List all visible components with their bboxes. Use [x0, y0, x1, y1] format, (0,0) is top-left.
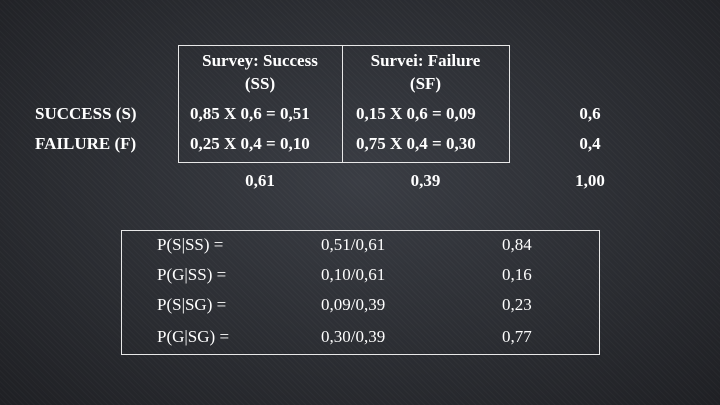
- cell-success-sf: 0,15 X 0,6 = 0,09: [356, 104, 476, 123]
- total-sf: 0,39: [410, 171, 441, 190]
- posterior-formula-2: 0,10/0,61: [321, 265, 386, 284]
- top-table-border-bottom: [178, 162, 510, 163]
- header-sf-line1: Survei: Failure: [370, 51, 481, 70]
- cell-success-ss: 0,85 X 0,6 = 0,51: [190, 104, 310, 123]
- posterior-border-bottom: [121, 354, 600, 355]
- cell-failure-ss: 0,25 X 0,4 = 0,10: [190, 134, 310, 153]
- header-ss-line1: Survey: Success: [202, 51, 318, 70]
- posterior-label-1: P(S|SS) =: [157, 235, 224, 254]
- header-sf-line2: (SF): [409, 74, 442, 93]
- posterior-border-top: [121, 230, 600, 231]
- posterior-result-1: 0,84: [502, 235, 532, 254]
- top-table-border-mid: [342, 45, 343, 162]
- cell-success-total: 0,6: [579, 104, 601, 123]
- posterior-formula-4: 0,30/0,39: [321, 327, 386, 346]
- cell-failure-sf: 0,75 X 0,4 = 0,30: [356, 134, 476, 153]
- posterior-result-2: 0,16: [502, 265, 532, 284]
- row-label-failure: FAILURE (F): [35, 134, 137, 153]
- posterior-label-2: P(G|SS) =: [157, 265, 227, 284]
- top-table-border-top: [178, 45, 510, 46]
- row-label-success: SUCCESS (S): [35, 104, 137, 123]
- header-ss-line2: (SS): [244, 74, 276, 93]
- total-ss: 0,61: [245, 171, 275, 190]
- posterior-label-4: P(G|SG) =: [157, 327, 230, 346]
- posterior-border-left: [121, 230, 122, 355]
- posterior-result-3: 0,23: [502, 295, 532, 314]
- top-table-border-right: [509, 45, 510, 162]
- top-table-border-left: [178, 45, 179, 162]
- posterior-border-right: [599, 230, 600, 355]
- cell-failure-total: 0,4: [579, 134, 601, 153]
- posterior-result-4: 0,77: [502, 327, 532, 346]
- posterior-formula-3: 0,09/0,39: [321, 295, 386, 314]
- posterior-label-3: P(S|SG) =: [157, 295, 227, 314]
- total-grand: 1,00: [575, 171, 605, 190]
- posterior-formula-1: 0,51/0,61: [321, 235, 386, 254]
